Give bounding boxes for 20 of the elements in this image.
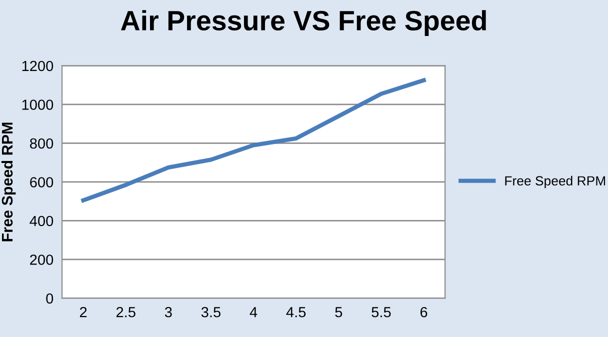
y-tick-label: 1200 — [22, 60, 54, 72]
y-tick-label: 600 — [30, 177, 54, 188]
x-tick-label: 5 — [335, 307, 342, 318]
chart-title: Air Pressure VS Free Speed — [120, 10, 486, 36]
y-tick-label: 200 — [30, 254, 54, 265]
legend-label: Free Speed RPM — [505, 176, 606, 188]
x-tick-label: 3.5 — [201, 306, 220, 318]
x-tick-label: 5.5 — [372, 307, 391, 318]
x-tick-label: 4 — [250, 307, 258, 318]
x-tick-label: 2 — [80, 306, 87, 318]
x-tick-label: 3 — [164, 306, 172, 318]
x-tick-label: 6 — [420, 306, 428, 318]
x-tick-label: 2.5 — [116, 306, 136, 318]
y-tick-label: 0 — [46, 293, 54, 304]
line-series — [81, 78, 426, 202]
y-tick-label: 1000 — [22, 100, 54, 110]
x-tick-label: 4.5 — [286, 307, 306, 318]
y-tick-label: 400 — [30, 216, 54, 226]
y-tick-label: 800 — [30, 138, 54, 149]
y-axis-title: Free Speed RPM — [1, 122, 16, 242]
